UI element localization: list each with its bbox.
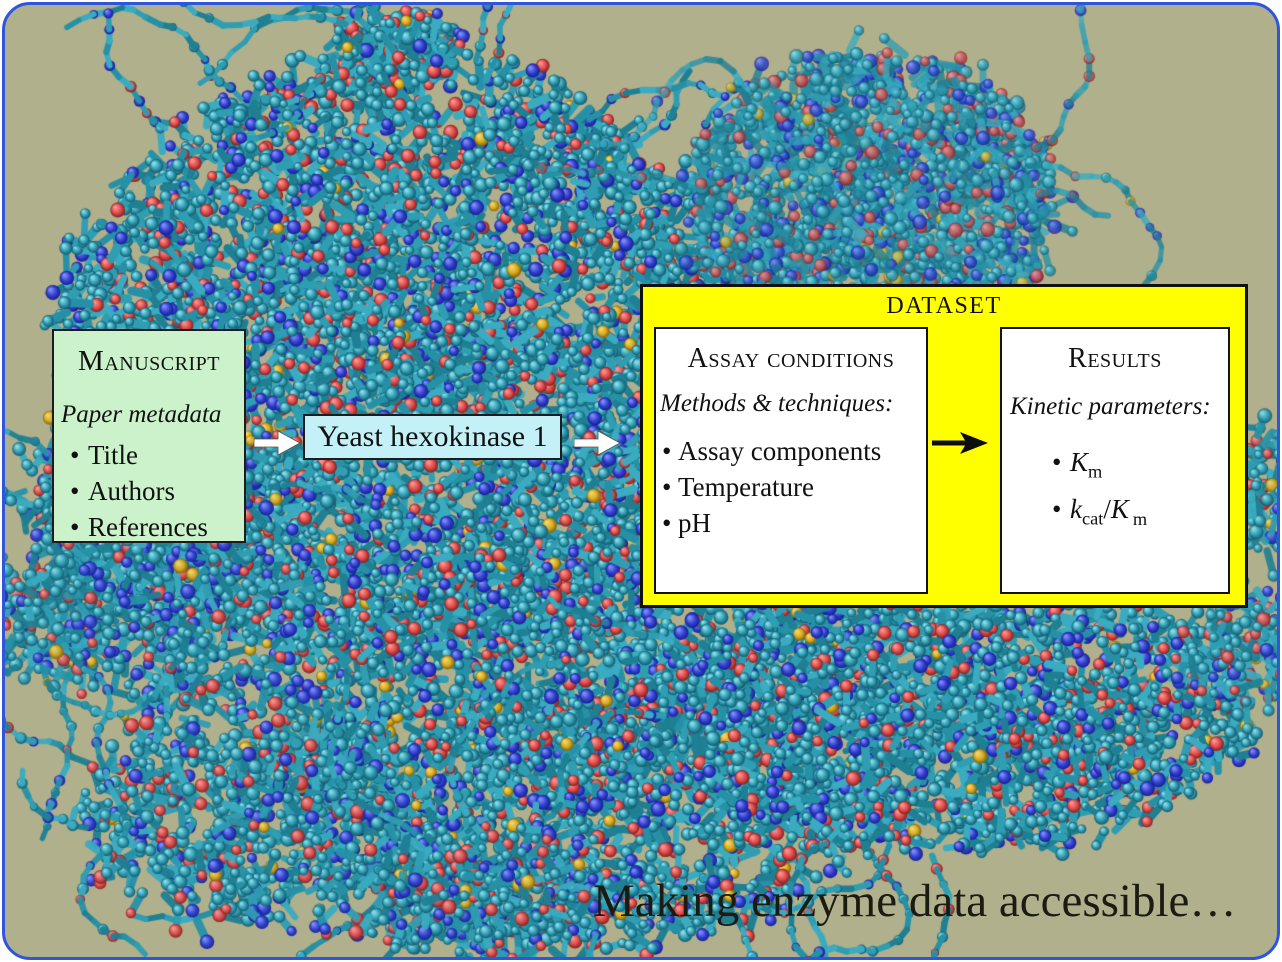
bullet-icon: •: [70, 440, 80, 470]
bullet-icon: •: [70, 512, 80, 542]
kinetic-symbol: K: [1110, 494, 1129, 525]
manuscript-item-label: Title: [88, 440, 139, 470]
assay-item-label: Temperature: [678, 472, 815, 502]
assay-item: • Temperature: [656, 469, 926, 505]
results-item-label: Km: [1070, 443, 1102, 490]
manuscript-box: Manuscript Paper metadata • Title • Auth…: [52, 329, 246, 543]
results-items: • Km • kcat/K m: [1052, 443, 1228, 538]
results-item: • kcat/K m: [1052, 490, 1228, 537]
kinetic-symbol: k: [1070, 494, 1082, 525]
assay-title: Assay conditions: [687, 343, 895, 374]
kinetic-separator: /: [1103, 494, 1111, 525]
arrow-shape: [932, 432, 988, 454]
manuscript-item: • Title: [54, 437, 244, 473]
manuscript-subtitle: Paper metadata: [61, 401, 222, 428]
manuscript-item-label: References: [88, 512, 208, 542]
results-item-label: kcat/K m: [1070, 490, 1147, 537]
kinetic-subscript: m: [1088, 461, 1103, 482]
manuscript-item: • Authors: [54, 473, 244, 509]
bullet-icon: •: [70, 476, 80, 506]
manuscript-to-enzyme-arrow-icon: [254, 430, 301, 456]
assay-item-label: Assay components: [678, 436, 882, 466]
results-item: • Km: [1052, 443, 1228, 490]
kinetic-subscript: m: [1132, 508, 1148, 529]
results-subtitle: Kinetic parameters:: [1010, 393, 1211, 420]
results-title: Results: [1068, 343, 1162, 374]
bullet-icon: •: [662, 472, 672, 502]
bullet-icon: •: [1052, 447, 1062, 477]
manuscript-title: Manuscript: [78, 345, 220, 377]
manuscript-item-label: Authors: [88, 476, 175, 506]
arrow-shape: [254, 430, 301, 456]
kinetic-subscript: cat: [1081, 508, 1104, 529]
enzyme-label: Yeast hexokinase 1: [317, 420, 548, 453]
dataset-box: DATASET Assay conditions Methods & techn…: [640, 284, 1248, 608]
assay-conditions-box: Assay conditions Methods & techniques: •…: [654, 327, 928, 594]
enzyme-box: Yeast hexokinase 1: [303, 414, 562, 460]
assay-item: • Assay components: [656, 433, 926, 469]
kinetic-symbol: K: [1070, 447, 1089, 477]
bullet-icon: •: [1052, 494, 1062, 525]
manuscript-item: • References: [54, 509, 244, 545]
enzyme-to-dataset-arrow-icon: [574, 430, 621, 456]
dataset-title: DATASET: [886, 293, 1002, 319]
results-box: Results Kinetic parameters: • Km • kcat/…: [1000, 327, 1230, 594]
bullet-icon: •: [662, 508, 672, 538]
assay-subtitle: Methods & techniques:: [660, 390, 894, 417]
assay-item: • pH: [656, 505, 926, 541]
figure-caption: Making enzyme data accessible…: [593, 875, 1237, 927]
assay-item-label: pH: [678, 508, 711, 538]
arrow-shape: [574, 430, 621, 456]
assay-to-results-arrow-icon: [932, 432, 988, 454]
bullet-icon: •: [662, 436, 672, 466]
